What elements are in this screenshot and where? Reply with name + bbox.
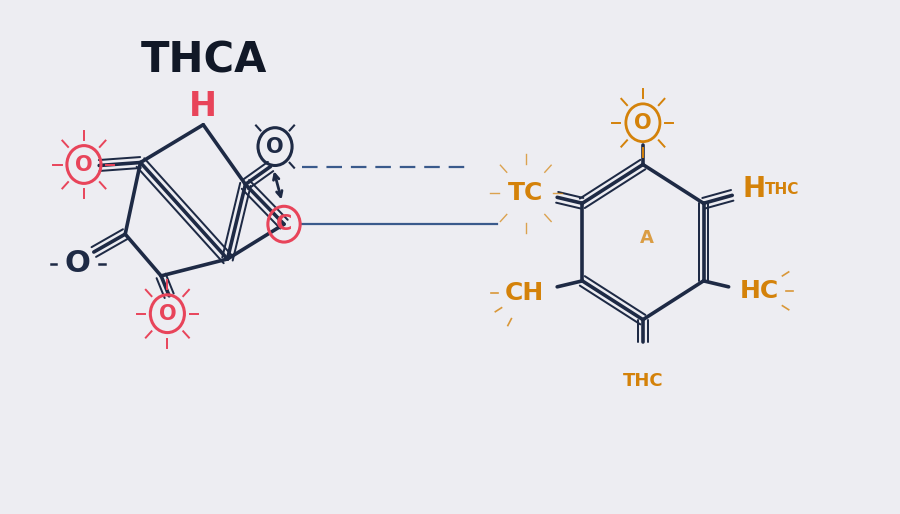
Text: HC: HC — [740, 279, 778, 303]
Text: H: H — [742, 175, 765, 204]
Text: THC: THC — [765, 182, 800, 197]
Text: TC: TC — [508, 181, 544, 206]
Text: O: O — [65, 249, 91, 279]
Text: C: C — [275, 214, 292, 234]
Text: THCA: THCA — [140, 39, 266, 81]
Text: THC: THC — [623, 372, 663, 390]
Text: O: O — [158, 304, 176, 324]
Text: O: O — [75, 155, 93, 174]
Text: O: O — [266, 137, 284, 157]
Text: O: O — [634, 113, 652, 133]
Text: A: A — [640, 229, 653, 247]
Text: CH: CH — [505, 281, 544, 305]
Text: H: H — [189, 90, 217, 123]
